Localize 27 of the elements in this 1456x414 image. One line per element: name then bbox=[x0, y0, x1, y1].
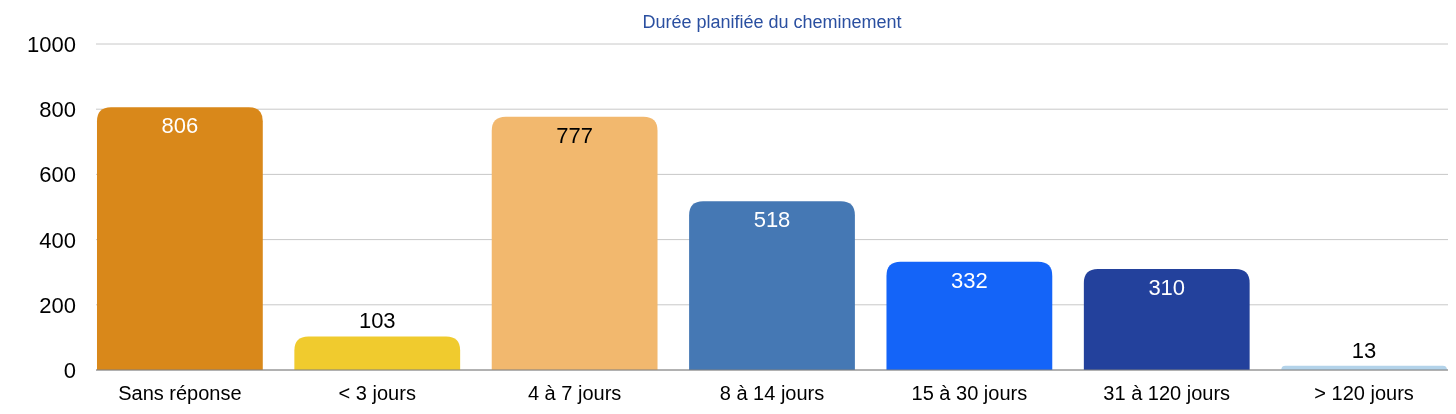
x-tick-label: > 120 jours bbox=[1314, 382, 1414, 404]
y-tick-label: 600 bbox=[39, 162, 76, 188]
bar bbox=[294, 336, 461, 370]
y-tick-label: 400 bbox=[39, 227, 76, 253]
x-tick-label: 4 à 7 jours bbox=[527, 382, 622, 404]
x-tick-label: < 3 jours bbox=[338, 382, 416, 404]
data-label: 332 bbox=[951, 267, 988, 293]
data-label: 777 bbox=[556, 122, 593, 148]
bar bbox=[886, 261, 1053, 370]
bar bbox=[689, 201, 855, 370]
y-tick-label: 800 bbox=[39, 97, 76, 123]
y-tick-label: 0 bbox=[63, 358, 76, 383]
bar bbox=[96, 107, 263, 370]
x-tick-label: 31 à 120 jours bbox=[1103, 382, 1231, 404]
x-tick-label: 8 à 14 jours bbox=[719, 382, 825, 404]
bar bbox=[1083, 268, 1250, 370]
x-tick-label: Sans réponse bbox=[118, 382, 242, 404]
chart-title: Durée planifiée du cheminement bbox=[642, 12, 902, 32]
data-label: 806 bbox=[161, 113, 199, 139]
data-label: 518 bbox=[753, 207, 791, 233]
data-label: 310 bbox=[1148, 274, 1186, 300]
y-tick-label: 200 bbox=[39, 292, 76, 318]
x-tick-label: 15 à 30 jours bbox=[911, 382, 1028, 404]
data-label: 13 bbox=[1351, 337, 1377, 363]
data-label: 103 bbox=[358, 308, 396, 334]
y-tick-label: 1000 bbox=[27, 32, 76, 57]
bar bbox=[491, 116, 658, 370]
